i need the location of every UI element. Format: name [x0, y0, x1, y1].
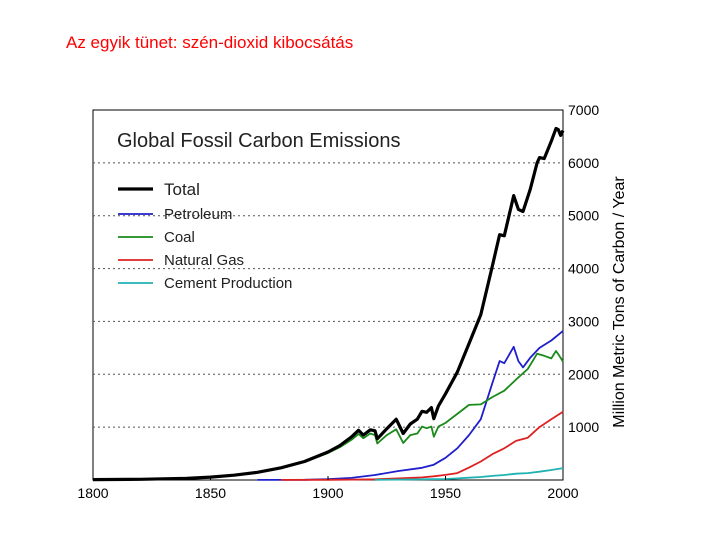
legend-label-petroleum: Petroleum — [164, 206, 232, 223]
legend: Total Petroleum Coal Natural Gas Cement Prod… — [118, 180, 292, 292]
series-line-petroleum — [257, 330, 564, 481]
grid — [93, 162, 563, 428]
y-tick-label: 7000 — [568, 102, 599, 118]
x-tick-label: 1800 — [77, 485, 108, 501]
y-axis-label: Million Metric Tons of Carbon / Year — [611, 176, 628, 428]
y-tick-label: 5000 — [568, 208, 599, 224]
y-tick-label: 2000 — [568, 366, 599, 382]
y-tick-label: 6000 — [568, 155, 599, 171]
series-layer — [92, 126, 565, 482]
x-tick-label: 1850 — [195, 485, 226, 501]
legend-label-coal: Coal — [164, 229, 195, 246]
ticks: 1000 2000 3000 4000 5000 6000 7000 1800 1850 1900… — [77, 102, 599, 501]
x-tick-label: 1950 — [430, 485, 461, 501]
legend-label-total: Total — [164, 180, 200, 199]
series-line-total — [92, 126, 565, 482]
x-tick-label: 2000 — [547, 485, 578, 501]
series-line-natural-gas — [280, 411, 564, 481]
series-line-cement-production — [374, 467, 564, 481]
x-tick-label: 1900 — [312, 485, 343, 501]
y-tick-label: 1000 — [568, 419, 599, 435]
y-tick-label: 4000 — [568, 261, 599, 277]
legend-label-cement-production: Cement Production — [164, 275, 292, 292]
plot-frame — [92, 109, 564, 481]
y-tick-label: 3000 — [568, 313, 599, 329]
chart-title: Global Fossil Carbon Emissions — [117, 130, 400, 152]
legend-label-natural-gas: Natural Gas — [164, 252, 244, 269]
slide-title: Az egyik tünet: szén-dioxid kibocsátás — [66, 33, 354, 52]
